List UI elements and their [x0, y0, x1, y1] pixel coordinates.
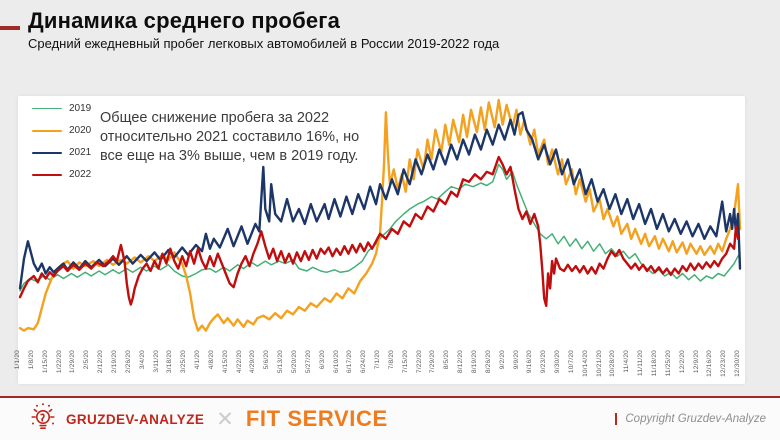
x-tick-label: 5/6/20 [263, 350, 271, 370]
legend-swatch-2019 [32, 108, 62, 109]
x-tick-label: 3/25/20 [180, 350, 188, 374]
x-tick-label: 12/30/20 [734, 350, 741, 377]
x-tick-label: 7/15/20 [401, 350, 409, 374]
footer: GRUZDEV-ANALYZE ✕ FIT SERVICE Copyright … [0, 396, 780, 440]
series-line-2022 [18, 155, 740, 308]
x-tick-label: 12/16/20 [706, 350, 714, 377]
legend-item-2020: 2020 [32, 125, 91, 136]
page-title: Динамика среднего пробега [28, 8, 341, 33]
x-tick-label: 8/5/20 [443, 350, 451, 370]
x-tick-label: 9/30/20 [554, 350, 561, 374]
legend-item-2021: 2021 [32, 147, 91, 158]
line-chart [18, 98, 742, 332]
x-tick-label: 11/4/20 [623, 350, 631, 373]
legend-label: 2022 [69, 169, 92, 180]
x-tick-label: 10/21/20 [595, 350, 603, 377]
chart-card: 2019 2020 2021 2022 Общее снижение пробега … [14, 96, 745, 384]
chart-legend: 2019 2020 2021 2022 [32, 103, 91, 191]
x-tick-label: 12/23/20 [720, 350, 728, 377]
legend-label: 2021 [69, 147, 92, 158]
legend-swatch-2022 [32, 173, 62, 176]
x-tick-label: 11/11/20 [637, 350, 645, 376]
x-tick-label: 9/2/20 [498, 350, 506, 370]
x-tick-label: 6/24/20 [360, 350, 368, 374]
x-tick-label: 8/26/20 [484, 350, 492, 374]
x-tick-label: 12/2/20 [678, 350, 686, 374]
x-tick-label: 2/26/20 [124, 350, 132, 374]
x-tick-label: 3/4/20 [138, 350, 146, 370]
x-tick-label: 1/29/20 [69, 350, 77, 374]
x-tick-label: 4/29/20 [249, 350, 257, 374]
legend-swatch-2020 [32, 129, 62, 132]
x-tick-label: 2/5/20 [83, 350, 91, 370]
x-tick-label: 5/13/20 [277, 350, 285, 374]
legend-label: 2019 [69, 103, 92, 114]
x-tick-label: 8/12/20 [457, 350, 465, 374]
x-tick-label: 4/22/20 [235, 350, 243, 374]
x-tick-label: 8/19/20 [470, 350, 478, 374]
page-subtitle: Средний ежедневный пробег легковых автом… [28, 36, 500, 51]
x-tick-label: 1/22/20 [55, 350, 63, 374]
x-tick-label: 7/8/20 [387, 350, 395, 370]
x-tick-label: 6/10/20 [332, 350, 340, 374]
legend-item-2022: 2022 [32, 169, 91, 180]
x-tick-label: 4/8/20 [207, 350, 215, 370]
series-line-2019 [19, 163, 741, 292]
series-line-2021 [18, 111, 742, 290]
x-tick-label: 6/3/20 [318, 350, 326, 370]
legend-label: 2020 [69, 125, 92, 136]
x-tick-label: 1/1/20 [14, 350, 21, 370]
x-axis-labels: 1/1/20 1/8/20 1/15/20 1/22/20 1/29/20 2/5/20 2… [14, 348, 745, 384]
x-tick-label: 11/25/20 [664, 350, 672, 377]
x-tick-label: 7/22/20 [415, 350, 423, 374]
x-tick-label: 10/7/20 [567, 350, 575, 374]
x-tick-label: 7/1/20 [374, 350, 381, 370]
x-tick-label: 2/12/20 [97, 350, 105, 374]
x-tick-label: 3/18/20 [166, 350, 174, 374]
brand-separator-icon: ✕ [216, 407, 234, 431]
x-tick-label: 9/23/20 [540, 350, 548, 374]
x-tick-label: 4/15/20 [221, 350, 229, 374]
x-tick-label: 3/11/20 [152, 350, 160, 373]
x-tick-label: 1/8/20 [27, 350, 35, 370]
x-tick-label: 5/20/20 [290, 350, 298, 374]
x-tick-label: 9/9/20 [512, 350, 520, 370]
x-tick-label: 2/19/20 [110, 350, 118, 374]
x-tick-label: 1/15/20 [41, 350, 49, 374]
legend-swatch-2021 [32, 151, 62, 154]
legend-item-2019: 2019 [32, 103, 91, 114]
x-tick-label: 10/28/20 [609, 350, 617, 377]
chart-annotation: Общее снижение пробега за 2022 относител… [100, 110, 360, 165]
x-tick-label: 12/9/20 [692, 350, 700, 374]
x-tick-label: 10/14/20 [581, 350, 589, 377]
x-tick-label: 7/29/20 [429, 350, 437, 374]
brand-fit-service: FIT SERVICE [245, 406, 388, 431]
brand-gruzdev-analyze: GRUZDEV-ANALYZE [66, 411, 205, 427]
lightbulb-icon [31, 403, 55, 430]
x-tick-label: 11/18/20 [650, 350, 658, 377]
x-tick-label: 6/17/20 [346, 350, 354, 374]
copyright-text: Copyright Gruzdev-Analyze [615, 413, 766, 425]
x-tick-label: 4/1/20 [194, 350, 201, 370]
x-tick-label: 5/27/20 [304, 350, 312, 374]
x-tick-label: 9/16/20 [526, 350, 534, 374]
title-accent-dash [0, 26, 20, 30]
